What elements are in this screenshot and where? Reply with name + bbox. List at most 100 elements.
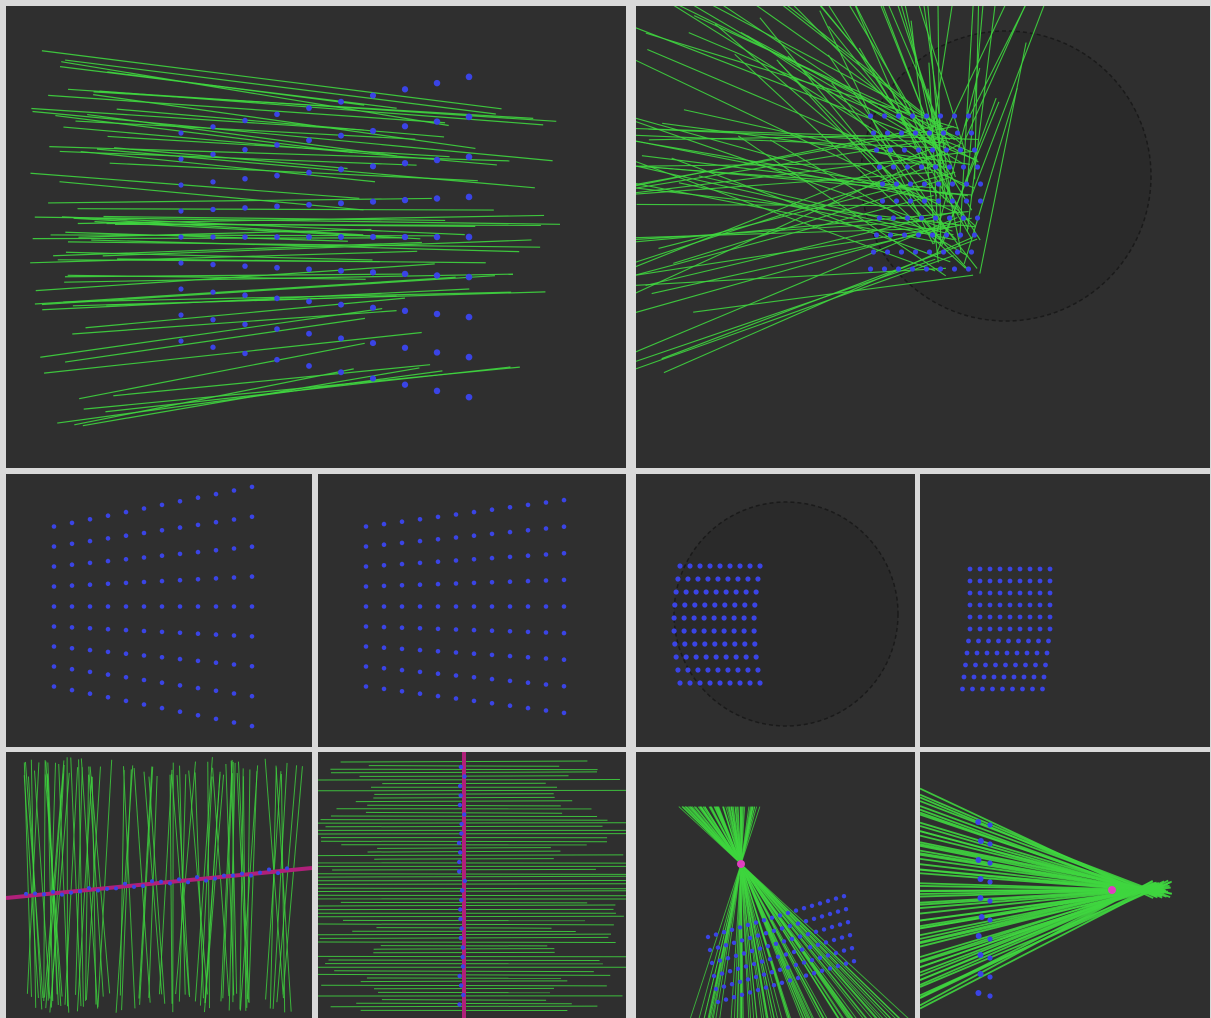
- viewport-points-side[interactable]: [920, 474, 1210, 747]
- sample-point: [769, 915, 775, 920]
- sample-point: [713, 986, 719, 992]
- viewport-rays-vertical[interactable]: [6, 752, 312, 1018]
- viewport-points-perspective[interactable]: [6, 474, 312, 747]
- ray-line: [730, 806, 746, 1018]
- sample-point: [461, 992, 466, 998]
- sample-point: [401, 123, 409, 130]
- sample-point: [87, 691, 93, 696]
- viewport-canvas[interactable]: [6, 6, 626, 468]
- sample-point: [789, 936, 795, 942]
- sample-point: [755, 667, 761, 673]
- sample-point: [965, 113, 972, 119]
- sample-point: [363, 624, 369, 629]
- viewport-points-orthographic[interactable]: [318, 474, 626, 747]
- viewport-canvas[interactable]: [920, 474, 1210, 747]
- sample-point: [715, 667, 721, 673]
- sample-point: [381, 686, 387, 692]
- sample-point: [177, 630, 183, 636]
- hemisphere: [860, 30, 1152, 322]
- sample-point: [977, 626, 983, 632]
- ray-line: [41, 275, 495, 306]
- viewport-canvas[interactable]: [636, 752, 915, 1018]
- sample-point: [974, 215, 981, 221]
- viewport-rays-horizontal[interactable]: [318, 752, 626, 1018]
- sample-point: [705, 576, 711, 582]
- sample-point: [1007, 590, 1013, 596]
- sample-point: [987, 590, 993, 596]
- ray-line: [102, 239, 532, 257]
- viewport-canvas[interactable]: [636, 474, 915, 747]
- viewport-canvas[interactable]: [318, 752, 626, 1018]
- sample-point: [231, 873, 235, 878]
- sample-point: [966, 638, 971, 644]
- sample-point: [719, 971, 725, 976]
- sample-point: [543, 578, 549, 583]
- sample-point: [987, 860, 993, 866]
- viewport-canvas[interactable]: [920, 752, 1210, 1018]
- sample-point: [285, 866, 289, 871]
- sample-point: [159, 502, 165, 508]
- sample-point: [712, 641, 718, 647]
- viewport-canvas[interactable]: [636, 6, 1210, 468]
- viewport-canvas[interactable]: [318, 474, 626, 747]
- sample-point: [459, 897, 464, 903]
- ray-line: [938, 6, 1006, 147]
- sample-point: [1017, 626, 1023, 632]
- sample-point: [707, 947, 713, 953]
- sample-point: [399, 689, 405, 694]
- sample-point: [751, 628, 757, 634]
- ray-line: [59, 181, 364, 211]
- sample-point: [725, 956, 731, 961]
- sample-point: [114, 886, 118, 891]
- sample-point: [845, 920, 851, 925]
- ray-line: [673, 6, 963, 186]
- sample-point: [433, 310, 441, 318]
- sample-point: [433, 349, 441, 356]
- sample-point: [691, 615, 697, 621]
- sample-point: [987, 917, 993, 923]
- sample-point: [525, 629, 531, 635]
- sample-point: [970, 686, 975, 692]
- sample-point: [833, 896, 839, 901]
- ray-line: [920, 800, 1171, 898]
- sample-point: [725, 576, 731, 582]
- sample-point: [306, 298, 312, 305]
- sample-point: [543, 630, 549, 635]
- sample-point: [105, 513, 111, 518]
- viewport-rays-converge-bottom[interactable]: [636, 752, 915, 1018]
- viewport-canvas[interactable]: [6, 474, 312, 747]
- sample-point: [813, 929, 819, 934]
- sample-point: [507, 505, 513, 510]
- sample-point: [1034, 650, 1040, 656]
- sample-point: [1003, 662, 1008, 668]
- sample-point: [433, 387, 441, 395]
- sample-point: [807, 945, 813, 950]
- sample-point: [1046, 638, 1051, 644]
- sample-point: [150, 879, 154, 884]
- sample-point: [825, 953, 831, 958]
- ray-line: [710, 806, 822, 1018]
- sample-point: [338, 301, 344, 308]
- sample-point: [742, 602, 748, 608]
- sample-point: [771, 983, 777, 988]
- sample-point: [987, 578, 993, 584]
- sample-point: [51, 604, 57, 609]
- sample-point: [1024, 650, 1030, 656]
- sample-point: [735, 966, 741, 971]
- viewport-canvas[interactable]: [6, 752, 312, 1018]
- sample-point: [755, 987, 761, 993]
- sample-point: [178, 182, 184, 188]
- sample-point: [87, 560, 93, 566]
- sample-point: [793, 962, 799, 968]
- viewport-points-hemisphere[interactable]: [636, 474, 915, 747]
- sample-point: [457, 783, 463, 789]
- ray-line: [636, 140, 937, 202]
- sample-point: [777, 967, 783, 972]
- viewport-rays-converge-right[interactable]: [920, 752, 1210, 1018]
- ray-line: [963, 6, 1026, 127]
- ray-line: [719, 806, 750, 1018]
- viewport-rays-front[interactable]: [6, 6, 626, 468]
- sample-point: [543, 656, 549, 661]
- viewport-rays-hemisphere[interactable]: [636, 6, 1210, 468]
- sample-point: [1017, 578, 1023, 584]
